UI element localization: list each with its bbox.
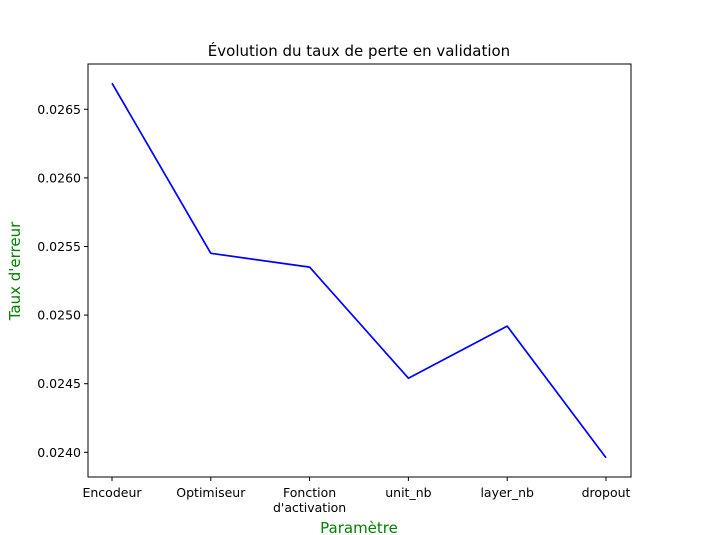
x-tick-label: unit_nb	[385, 485, 431, 500]
y-tick-label: 0.0240	[37, 445, 81, 460]
x-axis-label: Paramètre	[320, 519, 398, 535]
x-tick-label: dropout	[582, 485, 631, 500]
y-axis-label: Taux d'erreur	[6, 221, 24, 321]
y-tick-label: 0.0265	[37, 102, 81, 117]
plot-frame	[87, 63, 632, 478]
x-tick-label: layer_nb	[480, 485, 534, 500]
y-tick-label: 0.0255	[37, 239, 81, 254]
x-tick-label: Optimiseur	[176, 485, 246, 500]
series-line	[111, 82, 607, 459]
y-tick-label: 0.0250	[37, 308, 81, 323]
chart-title: Évolution du taux de perte en validation	[208, 41, 510, 60]
x-tick-label: Fonction	[283, 485, 336, 500]
y-tick-label: 0.0260	[37, 170, 81, 185]
y-axis: 0.0240 0.0245 0.0250 0.0255 0.0260 0.0265	[37, 102, 88, 460]
x-tick-label: Encodeur	[82, 485, 142, 500]
y-tick-label: 0.0245	[37, 376, 81, 391]
x-tick-label: d'activation	[273, 500, 346, 515]
series-layer	[111, 82, 607, 459]
